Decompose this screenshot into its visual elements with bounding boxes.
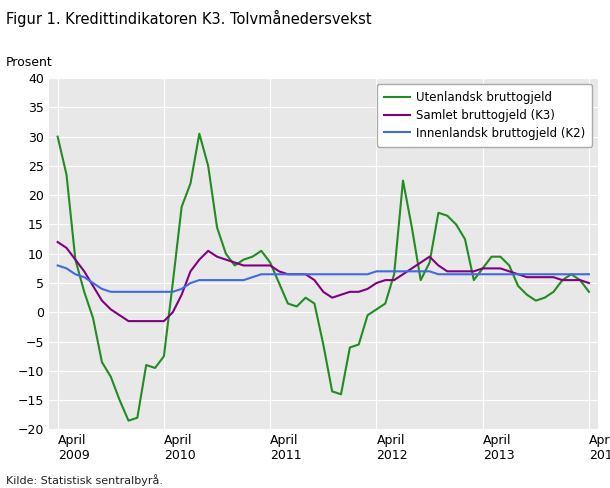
Samlet bruttogjeld (K3) bbox=[585, 280, 592, 286]
Utenlandsk bruttogjeld bbox=[54, 134, 62, 140]
Utenlandsk bruttogjeld bbox=[355, 342, 362, 347]
Line: Innenlandsk bruttogjeld (K2): Innenlandsk bruttogjeld (K2) bbox=[58, 265, 589, 292]
Innenlandsk bruttogjeld (K2) bbox=[187, 280, 194, 286]
Utenlandsk bruttogjeld bbox=[187, 181, 194, 186]
Utenlandsk bruttogjeld bbox=[196, 131, 203, 137]
Samlet bruttogjeld (K3) bbox=[382, 277, 389, 283]
Text: Prosent: Prosent bbox=[6, 56, 53, 69]
Utenlandsk bruttogjeld bbox=[532, 298, 539, 304]
Text: Figur 1. Kredittindikatoren K3. Tolvmånedersvekst: Figur 1. Kredittindikatoren K3. Tolvmåne… bbox=[6, 10, 371, 27]
Text: Kilde: Statistisk sentralbyrå.: Kilde: Statistisk sentralbyrå. bbox=[6, 474, 163, 486]
Utenlandsk bruttogjeld bbox=[257, 248, 265, 254]
Samlet bruttogjeld (K3) bbox=[523, 274, 531, 280]
Innenlandsk bruttogjeld (K2) bbox=[54, 263, 62, 268]
Innenlandsk bruttogjeld (K2) bbox=[585, 271, 592, 277]
Utenlandsk bruttogjeld bbox=[125, 418, 132, 424]
Innenlandsk bruttogjeld (K2) bbox=[249, 274, 256, 280]
Utenlandsk bruttogjeld bbox=[390, 271, 398, 277]
Line: Utenlandsk bruttogjeld: Utenlandsk bruttogjeld bbox=[58, 134, 589, 421]
Innenlandsk bruttogjeld (K2) bbox=[346, 271, 354, 277]
Innenlandsk bruttogjeld (K2) bbox=[523, 271, 531, 277]
Samlet bruttogjeld (K3) bbox=[169, 309, 176, 315]
Line: Samlet bruttogjeld (K3): Samlet bruttogjeld (K3) bbox=[58, 242, 589, 321]
Samlet bruttogjeld (K3) bbox=[54, 239, 62, 245]
Utenlandsk bruttogjeld bbox=[169, 280, 176, 286]
Innenlandsk bruttogjeld (K2) bbox=[107, 289, 115, 295]
Legend: Utenlandsk bruttogjeld, Samlet bruttogjeld (K3), Innenlandsk bruttogjeld (K2): Utenlandsk bruttogjeld, Samlet bruttogje… bbox=[376, 84, 592, 146]
Utenlandsk bruttogjeld bbox=[585, 289, 592, 295]
Samlet bruttogjeld (K3) bbox=[249, 263, 256, 268]
Samlet bruttogjeld (K3) bbox=[125, 318, 132, 324]
Samlet bruttogjeld (K3) bbox=[187, 268, 194, 274]
Innenlandsk bruttogjeld (K2) bbox=[382, 268, 389, 274]
Samlet bruttogjeld (K3) bbox=[346, 289, 354, 295]
Innenlandsk bruttogjeld (K2) bbox=[169, 289, 176, 295]
